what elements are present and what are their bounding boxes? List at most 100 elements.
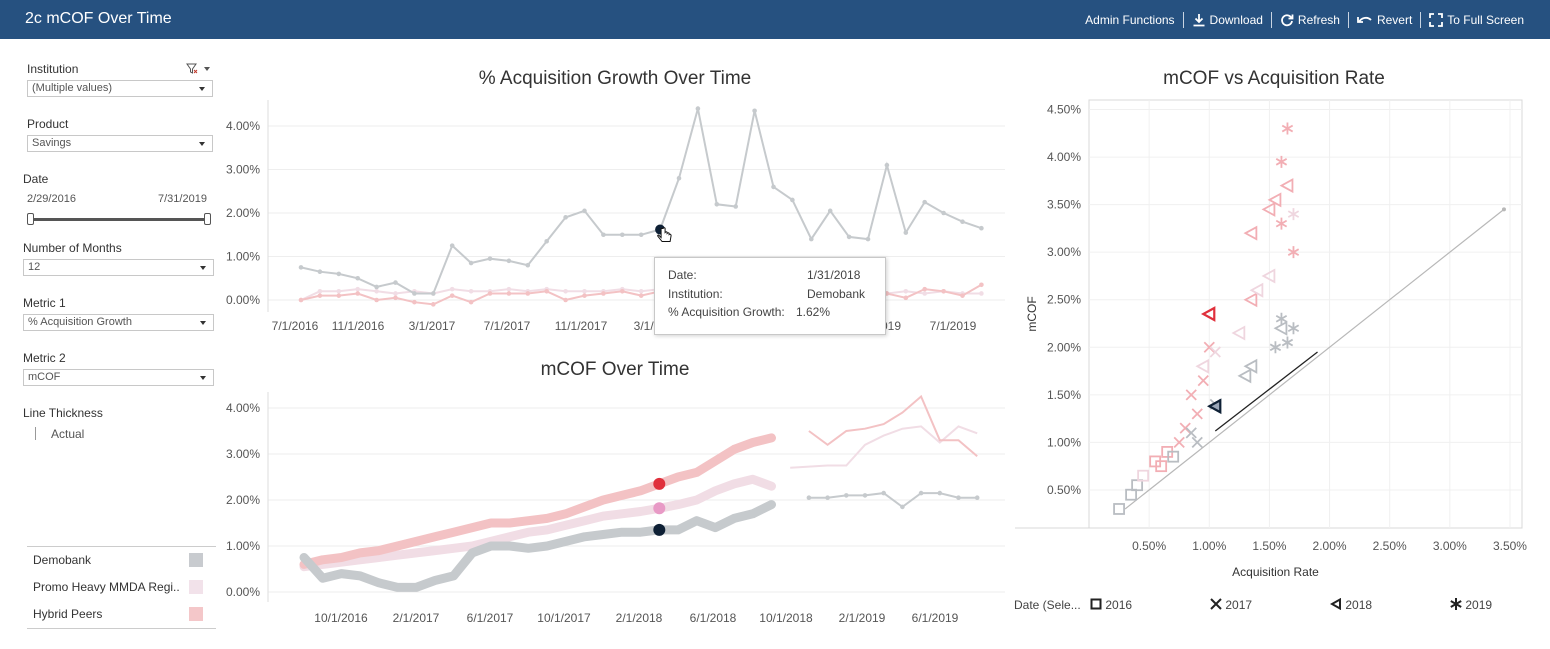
legend-item-demobank[interactable]: Demobank: [33, 553, 213, 567]
data-point: [374, 297, 379, 303]
scatter-point-triangle: [1237, 368, 1252, 384]
shape-legend-item-2016[interactable]: 2016: [1090, 598, 1132, 612]
acq-growth-chart[interactable]: 0.00% 1.00% 2.00% 3.00% 4.00% 7/1/2016 11/1/20…: [0, 0, 1010, 345]
color-legend: Demobank Promo Heavy MMDA Regi.. Hybrid …: [27, 546, 216, 629]
legend-item-hybrid-peers[interactable]: Hybrid Peers: [33, 607, 213, 621]
data-point: [974, 495, 980, 501]
chevron-down-icon: [200, 321, 206, 325]
shape-legend-label: 2016: [1105, 598, 1133, 612]
data-point: [317, 269, 323, 275]
scatter-point-asterisk: [1287, 246, 1300, 259]
metric2-value: mCOF: [28, 371, 61, 383]
legend-swatch: [189, 553, 203, 567]
legend-swatch: [189, 607, 203, 621]
x-tick-label: 2/1/2017: [393, 611, 440, 625]
x-axis-title: Acquisition Rate: [1232, 565, 1319, 579]
data-point: [563, 297, 568, 303]
legend-item-promo-heavy[interactable]: Promo Heavy MMDA Regi..: [33, 580, 213, 594]
mcof-title: mCOF Over Time: [540, 359, 690, 380]
data-point: [979, 291, 984, 296]
data-point: [941, 289, 946, 294]
revert-label: Revert: [1376, 12, 1413, 27]
institution-filter-label: Institution: [27, 62, 79, 76]
shape-legend-item-2018[interactable]: 2018: [1329, 597, 1372, 612]
x-tick-label: 7/1/2017: [484, 319, 531, 333]
scatter-point-triangle: [1261, 201, 1276, 217]
line-thickness-value[interactable]: Actual: [51, 427, 85, 441]
scatter-point-triangle: [1231, 325, 1246, 341]
date-slider-end-handle[interactable]: [204, 213, 211, 225]
chevron-down-icon: [200, 376, 206, 380]
y-tick-label: 0.00%: [226, 293, 260, 307]
y-tick-label: 0.50%: [1047, 483, 1081, 497]
x-icon: [1210, 598, 1222, 610]
data-point: [506, 286, 512, 292]
data-point: [922, 199, 927, 205]
x-tick-label: 6/1/2017: [467, 611, 514, 625]
data-point: [468, 299, 474, 305]
scatter-point-square: [1131, 479, 1144, 492]
data-point: [336, 271, 342, 277]
product-filter-label: Product: [27, 117, 69, 131]
metric1-dropdown[interactable]: % Acquisition Growth: [23, 314, 214, 331]
scatter-point-square: [1137, 469, 1150, 482]
scatter-chart[interactable]: 0.50% 1.00% 1.50% 2.00% 2.50% 3.00% 3.50% 0.50%…: [0, 0, 1550, 590]
chevron-down-icon: [200, 266, 206, 270]
data-point: [355, 286, 361, 292]
metric2-dropdown[interactable]: mCOF: [23, 369, 214, 386]
x-tick-label: 3.00%: [1433, 539, 1467, 553]
months-dropdown[interactable]: 12: [23, 259, 214, 276]
scatter-point-triangle: [1206, 398, 1222, 415]
data-point: [563, 289, 568, 294]
x-tick-label: 019: [881, 319, 901, 333]
shape-legend-item-2017[interactable]: 2017: [1210, 598, 1252, 612]
mcof-chart[interactable]: 0.00% 1.00% 2.00% 3.00% 4.00% 10/1/2016 2/1/20…: [0, 0, 1010, 640]
scatter-point-triangle: [1243, 292, 1258, 308]
data-point: [960, 219, 965, 224]
date-slider-track[interactable]: [28, 218, 208, 221]
scatter-point-x: [1185, 427, 1197, 439]
metric2-label: Metric 2: [23, 351, 66, 365]
refresh-label: Refresh: [1297, 12, 1340, 27]
data-point: [825, 495, 830, 501]
full-screen-label: To Full Screen: [1447, 12, 1524, 27]
data-point: [468, 260, 474, 266]
admin-functions-label: Admin Functions: [1085, 12, 1175, 27]
data-point: [298, 297, 304, 303]
download-button[interactable]: Download: [1184, 13, 1271, 27]
series-line-thick: [299, 500, 776, 592]
admin-functions-button[interactable]: Admin Functions: [1077, 13, 1182, 27]
data-point: [601, 232, 606, 238]
scatter-point-square: [1113, 503, 1125, 515]
full-screen-button[interactable]: To Full Screen: [1421, 13, 1532, 27]
scatter-point-triangle: [1267, 192, 1282, 208]
data-point: [487, 291, 493, 296]
refresh-icon: [1281, 13, 1294, 26]
download-label: Download: [1209, 12, 1263, 27]
shape-legend-item-2019[interactable]: 2019: [1450, 598, 1492, 612]
date-slider-start-handle[interactable]: [27, 213, 34, 225]
data-point: [582, 289, 587, 294]
institution-dropdown[interactable]: (Multiple values): [27, 80, 213, 97]
scatter-point-triangle: [1273, 320, 1288, 336]
shape-legend-label: 2017: [1225, 598, 1253, 612]
product-dropdown[interactable]: Savings: [27, 135, 213, 152]
x-tick-label: 0.50%: [1132, 539, 1166, 553]
data-point: [374, 289, 379, 294]
institution-value: (Multiple values): [32, 82, 113, 94]
metric1-label: Metric 1: [23, 296, 66, 310]
revert-button[interactable]: Revert: [1349, 13, 1420, 27]
data-point: [355, 291, 361, 296]
months-value: 12: [28, 261, 41, 273]
data-point: [563, 215, 568, 220]
trend-line: [1214, 351, 1318, 432]
triangle-icon: [1329, 597, 1341, 611]
series-line-thick: [299, 474, 776, 572]
data-point: [355, 275, 361, 281]
y-tick-label: 3.50%: [1047, 198, 1081, 212]
y-tick-label: 3.00%: [1047, 245, 1081, 259]
clear-filter-icon[interactable]: [186, 63, 212, 75]
refresh-button[interactable]: Refresh: [1272, 13, 1348, 27]
data-point: [449, 293, 455, 298]
hybrid-highlight-point: [653, 477, 666, 490]
